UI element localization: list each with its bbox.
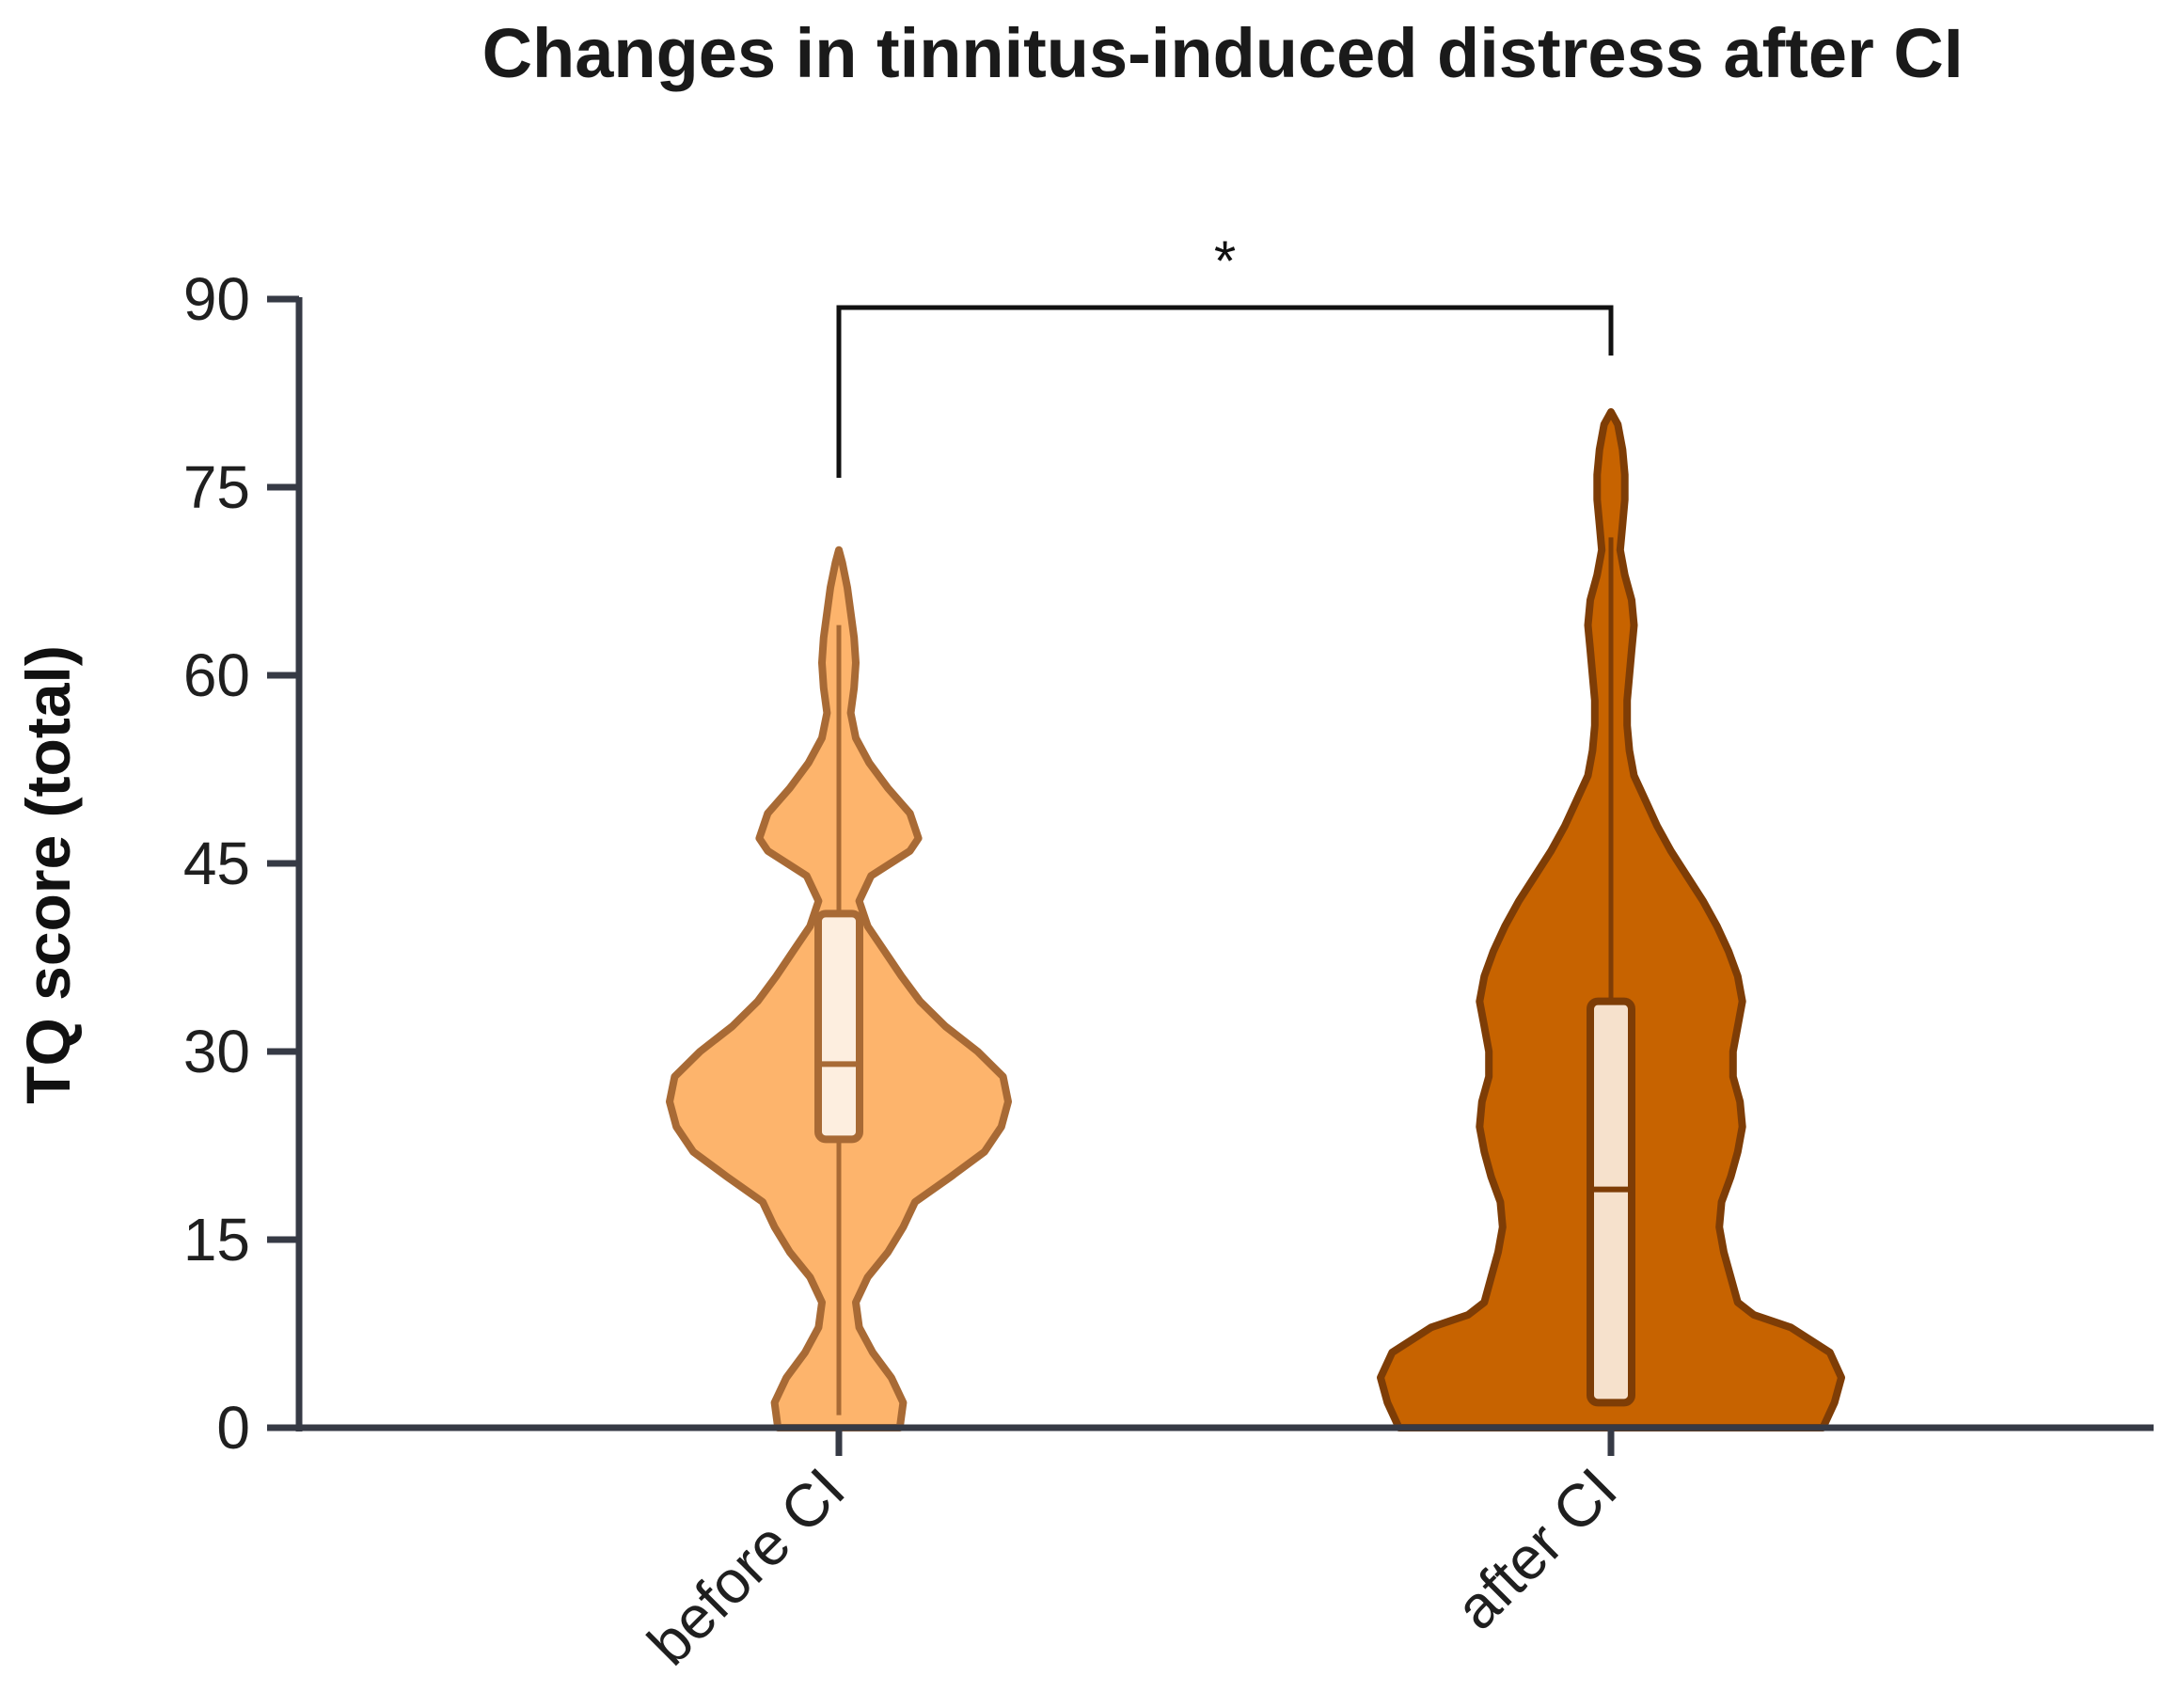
- x-category-label: before CI: [635, 1455, 858, 1678]
- y-tick-label: 0: [216, 1394, 250, 1462]
- significance-layer: *: [836, 229, 1614, 478]
- y-tick-label: 90: [183, 265, 250, 333]
- y-tick-label: 15: [183, 1206, 250, 1273]
- iqr-box-after-ci: [1587, 997, 1635, 1407]
- chart-title: Changes in tinnitus-induced distress aft…: [482, 14, 1964, 92]
- y-tick-label: 45: [183, 830, 250, 897]
- x-category-label: after CI: [1443, 1455, 1630, 1642]
- y-axis-label: TQ score (total): [13, 645, 83, 1104]
- axes-layer: 0 15 30 45 60 75 90 before CI after CI: [183, 265, 2154, 1678]
- y-tick-label: 30: [183, 1018, 250, 1085]
- y-tick-label: 75: [183, 453, 250, 521]
- violins-layer: [666, 408, 1845, 1431]
- y-tick-label: 60: [183, 641, 250, 709]
- iqr-box-before-ci: [814, 909, 863, 1144]
- significance-bracket: [836, 305, 1614, 478]
- significance-asterisk: *: [1214, 229, 1236, 293]
